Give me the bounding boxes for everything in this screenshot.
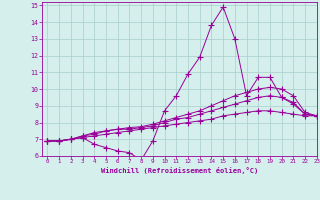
X-axis label: Windchill (Refroidissement éolien,°C): Windchill (Refroidissement éolien,°C) xyxy=(100,167,258,174)
